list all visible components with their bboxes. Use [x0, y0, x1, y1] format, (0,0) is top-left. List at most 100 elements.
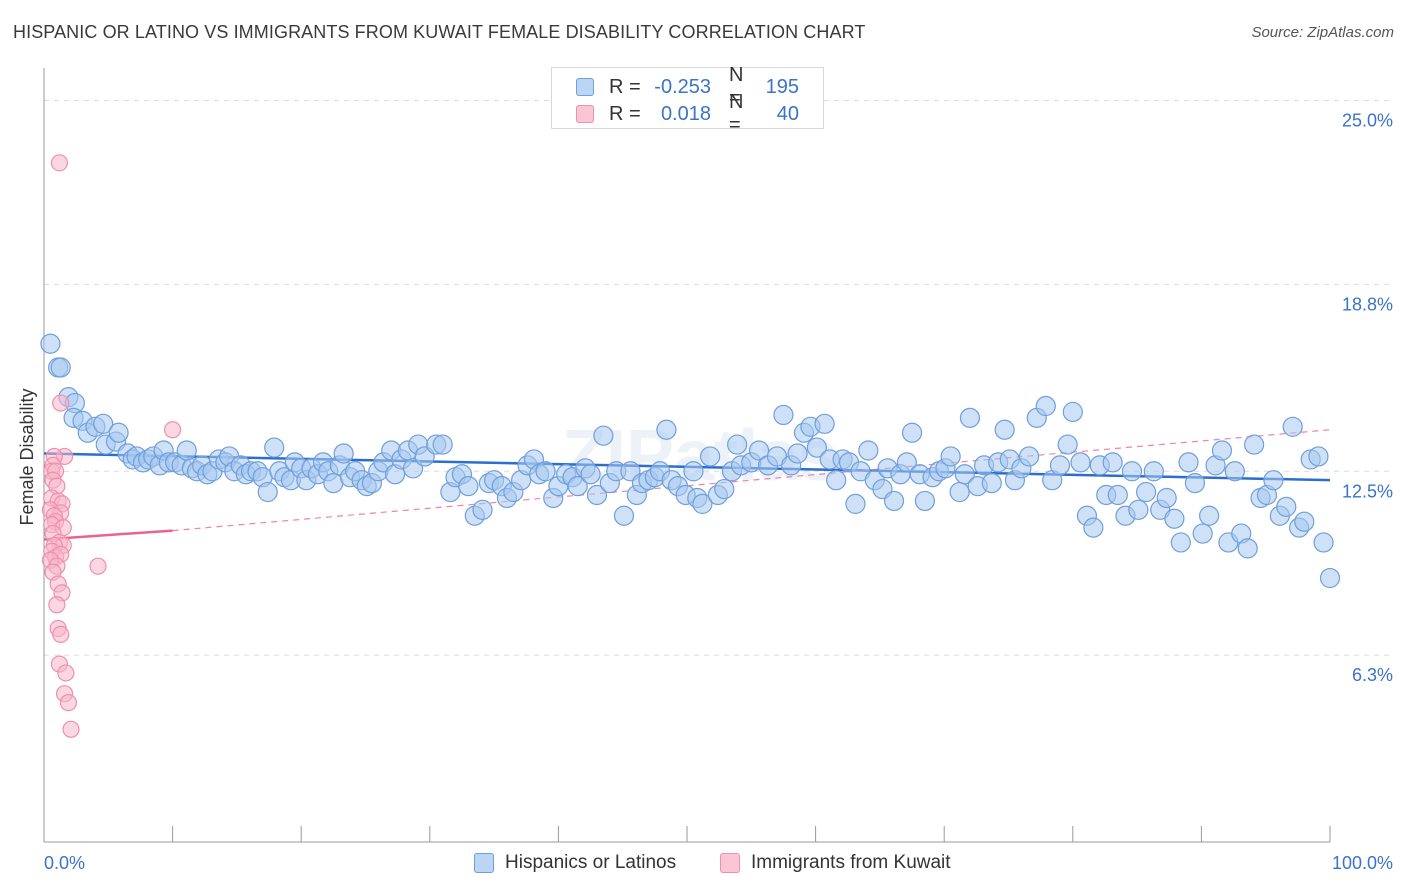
correlation-legend: R = -0.253 N = 195 R = 0.018 N = 40: [551, 64, 824, 136]
point-kuwait-1: [52, 394, 70, 412]
source-credit: Source: ZipAtlas.com: [1251, 24, 1394, 41]
point-hispanics-75: [472, 499, 493, 520]
r-label: R =: [609, 75, 641, 98]
point-hispanics-184: [1192, 523, 1213, 544]
point-hispanics-150: [959, 407, 981, 428]
point-hispanics-113: [714, 478, 735, 500]
point-hispanics-149: [954, 464, 975, 485]
point-hispanics-189: [1224, 461, 1245, 482]
point-hispanics-204: [1319, 567, 1341, 589]
series-kuwait-points: [41, 154, 182, 738]
point-hispanics-181: [1170, 532, 1191, 553]
legend-item-kuwait[interactable]: Immigrants from Kuwait: [720, 852, 951, 874]
point-hispanics-2: [50, 357, 71, 378]
grid-lines: [44, 100, 1392, 656]
y-tick-label-3: 25.0%: [1342, 111, 1393, 131]
point-hispanics-166: [1070, 452, 1091, 473]
point-hispanics-134: [858, 440, 879, 461]
point-hispanics-40: [264, 437, 285, 458]
trend-line-kuwait-extension: [172, 429, 1331, 532]
point-hispanics-104: [656, 419, 677, 440]
n-label: N =: [729, 64, 744, 109]
point-hispanics-153: [981, 473, 1002, 494]
legend-label-kuwait: Immigrants from Kuwait: [751, 852, 951, 873]
point-hispanics-111: [700, 446, 721, 467]
y-tick-label-1: 12.5%: [1342, 481, 1393, 501]
point-hispanics-195: [1263, 470, 1284, 491]
point-hispanics-39: [257, 481, 278, 503]
point-hispanics-200: [1294, 511, 1315, 532]
point-hispanics-129: [826, 470, 847, 491]
point-kuwait-38: [89, 557, 107, 575]
point-hispanics-110: [692, 493, 713, 515]
point-kuwait-0: [50, 154, 69, 172]
point-hispanics-192: [1244, 434, 1265, 455]
point-hispanics-9: [93, 413, 114, 434]
point-hispanics-90: [567, 476, 588, 497]
point-hispanics-138: [883, 490, 905, 512]
point-hispanics-121: [773, 404, 794, 426]
point-hispanics-171: [1102, 452, 1123, 473]
point-hispanics-140: [896, 452, 918, 473]
point-hispanics-159: [1018, 446, 1040, 467]
point-hispanics-177: [1143, 461, 1164, 482]
r-value: -0.253: [654, 75, 711, 98]
point-hispanics-0: [40, 333, 61, 354]
series-legend: Hispanics or Latinos Immigrants from Kuw…: [0, 852, 1406, 878]
point-hispanics-12: [108, 422, 129, 443]
legend-label-hispanics: Hispanics or Latinos: [505, 852, 677, 873]
point-hispanics-108: [683, 461, 704, 482]
n-label: N =: [729, 91, 744, 136]
point-hispanics-175: [1128, 499, 1149, 520]
point-hispanics-69: [432, 434, 453, 455]
point-hispanics-172: [1107, 484, 1128, 506]
x-tick-label-0: 0.0%: [44, 853, 85, 873]
point-hispanics-202: [1308, 446, 1329, 467]
r-value: 0.018: [660, 102, 711, 125]
point-hispanics-132: [845, 493, 866, 515]
point-hispanics-147: [940, 446, 961, 467]
legend-swatch-pink: [720, 853, 740, 873]
point-kuwait-34: [57, 664, 75, 682]
chart-title: HISPANIC OR LATINO VS IMMIGRANTS FROM KU…: [13, 22, 866, 42]
legend-swatch-blue: [576, 78, 594, 96]
point-hispanics-185: [1199, 505, 1220, 526]
point-kuwait-32: [52, 625, 70, 643]
point-kuwait-30: [48, 596, 66, 614]
n-value: 195: [765, 75, 799, 98]
point-hispanics-24: [176, 440, 197, 461]
point-hispanics-174: [1121, 461, 1143, 482]
x-tick-label-1: 100.0%: [1332, 853, 1393, 873]
point-hispanics-203: [1313, 532, 1334, 553]
point-hispanics-155: [994, 419, 1015, 440]
point-hispanics-168: [1083, 517, 1104, 538]
point-hispanics-183: [1184, 473, 1206, 494]
point-kuwait-37: [62, 720, 80, 738]
legend-row-hispanics: R = -0.253 N = 195: [576, 64, 799, 109]
legend-item-hispanics[interactable]: Hispanics or Latinos: [474, 852, 676, 874]
point-hispanics-180: [1164, 508, 1185, 529]
point-hispanics-187: [1211, 440, 1233, 461]
point-kuwait-36: [59, 694, 78, 712]
point-hispanics-115: [727, 434, 748, 455]
point-hispanics-118: [748, 440, 770, 461]
point-hispanics-97: [613, 505, 635, 526]
point-hispanics-176: [1136, 481, 1157, 503]
legend-swatch-blue: [474, 853, 494, 873]
series-hispanics-points: [40, 333, 1341, 589]
point-hispanics-141: [901, 422, 923, 443]
point-hispanics-163: [1049, 455, 1071, 476]
point-hispanics-182: [1178, 452, 1199, 473]
y-tick-label-0: 6.3%: [1352, 665, 1393, 685]
point-hispanics-198: [1282, 416, 1303, 437]
point-hispanics-93: [586, 484, 608, 506]
n-value: 40: [776, 102, 799, 125]
point-hispanics-126: [806, 437, 827, 458]
point-hispanics-164: [1057, 434, 1078, 455]
y-axis-label: Female Disability: [17, 388, 37, 525]
point-hispanics-148: [949, 481, 970, 503]
point-hispanics-143: [914, 490, 936, 512]
point-hispanics-191: [1237, 538, 1258, 559]
axes: [43, 68, 1331, 843]
